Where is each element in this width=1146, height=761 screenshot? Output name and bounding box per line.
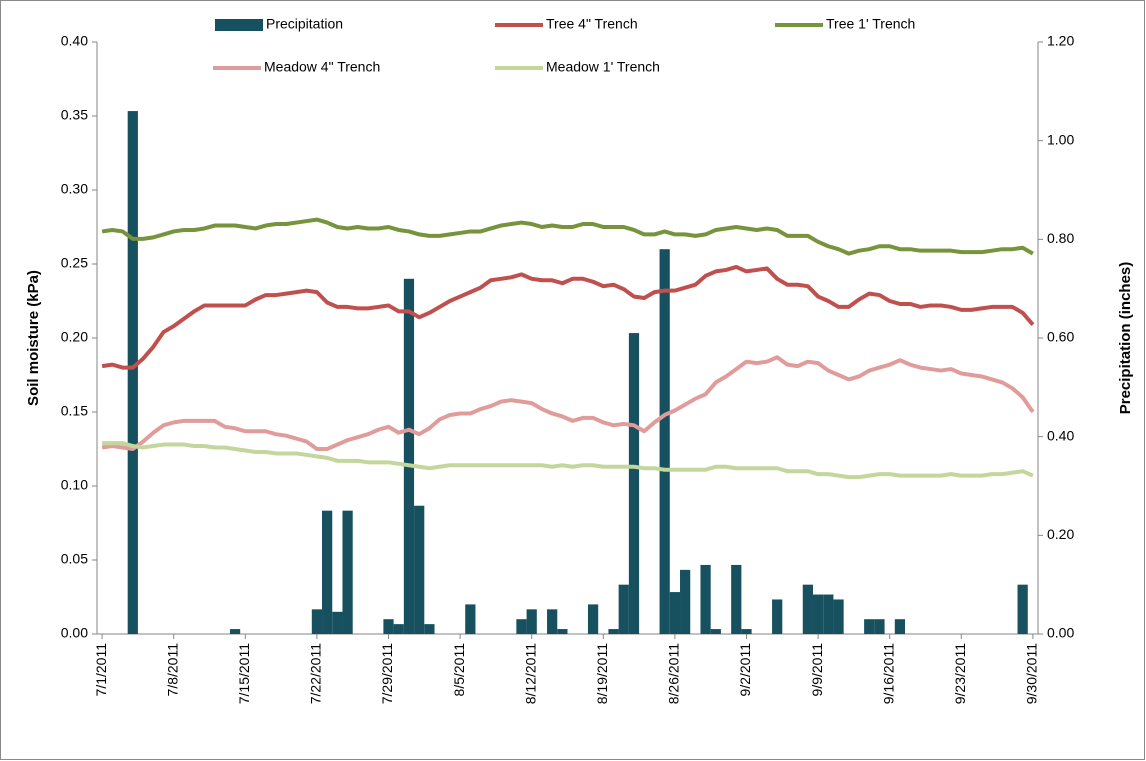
line bbox=[101, 264, 1035, 370]
bar bbox=[700, 564, 711, 634]
bar bbox=[393, 624, 404, 634]
line bbox=[101, 355, 1035, 451]
legend-swatch bbox=[215, 19, 263, 31]
y2-tick-label: 0.40 bbox=[1047, 427, 1074, 443]
y2-axis-title: Precipitation (inches) bbox=[1117, 262, 1134, 415]
y-tick-label: 0.00 bbox=[61, 625, 88, 641]
bar bbox=[628, 333, 640, 634]
bar bbox=[874, 619, 885, 634]
bar bbox=[894, 619, 906, 634]
bar bbox=[669, 592, 681, 634]
bar bbox=[659, 249, 670, 634]
y2-tick-label: 0.80 bbox=[1047, 230, 1074, 246]
y-tick-label: 0.10 bbox=[61, 477, 88, 493]
y-tick-label: 0.15 bbox=[61, 403, 88, 419]
bar bbox=[823, 594, 834, 634]
bar bbox=[1017, 584, 1028, 634]
x-tick-label: 7/15/2011 bbox=[236, 643, 252, 704]
y2-tick-label: 1.20 bbox=[1047, 33, 1074, 49]
y2-tick-label: 1.00 bbox=[1047, 131, 1074, 147]
bar bbox=[516, 619, 527, 634]
bar bbox=[332, 611, 343, 634]
y2-tick-label: 0.20 bbox=[1047, 526, 1074, 542]
y-tick-label: 0.30 bbox=[61, 181, 88, 197]
bar bbox=[383, 619, 394, 634]
bar bbox=[710, 629, 721, 634]
bar bbox=[812, 594, 824, 634]
y-axis-title: Soil moisture (kPa) bbox=[25, 270, 42, 406]
bar bbox=[127, 111, 138, 635]
x-tick-label: 7/29/2011 bbox=[379, 643, 395, 704]
x-tick-label: 8/19/2011 bbox=[594, 643, 610, 704]
bar bbox=[557, 629, 568, 634]
bar bbox=[772, 599, 783, 634]
x-tick-label: 9/23/2011 bbox=[952, 643, 968, 704]
x-tick-label: 7/22/2011 bbox=[308, 643, 324, 704]
bar bbox=[833, 599, 844, 634]
x-tick-label: 9/30/2011 bbox=[1024, 643, 1040, 704]
bar bbox=[731, 564, 742, 634]
x-tick-label: 9/2/2011 bbox=[737, 643, 753, 697]
bar bbox=[229, 629, 241, 634]
bar bbox=[342, 510, 353, 634]
y2-tick-label: 0.60 bbox=[1047, 329, 1074, 345]
x-tick-label: 8/5/2011 bbox=[451, 643, 467, 697]
y-tick-label: 0.35 bbox=[61, 107, 88, 123]
legend-label: Tree 4" Trench bbox=[546, 16, 638, 32]
bar bbox=[618, 584, 629, 634]
bar bbox=[608, 629, 619, 634]
legend-label: Meadow 4" Trench bbox=[264, 59, 380, 75]
bar bbox=[680, 569, 691, 634]
bar bbox=[526, 609, 537, 634]
y-tick-label: 0.05 bbox=[61, 551, 88, 567]
x-tick-label: 7/8/2011 bbox=[164, 643, 180, 697]
bar bbox=[587, 604, 599, 634]
bar bbox=[547, 609, 558, 634]
legend-label: Precipitation bbox=[266, 16, 343, 32]
legend-label: Meadow 1' Trench bbox=[546, 59, 660, 75]
bar bbox=[322, 510, 333, 634]
x-tick-label: 9/16/2011 bbox=[880, 643, 896, 704]
line bbox=[101, 217, 1034, 256]
y-tick-label: 0.20 bbox=[61, 329, 88, 345]
bar bbox=[741, 629, 752, 634]
x-tick-label: 7/1/2011 bbox=[93, 643, 109, 697]
line bbox=[102, 441, 1034, 480]
bar bbox=[465, 604, 476, 634]
bar bbox=[403, 278, 415, 634]
bar bbox=[311, 609, 323, 634]
bar bbox=[424, 624, 435, 634]
y-tick-label: 0.40 bbox=[61, 33, 88, 49]
bar bbox=[414, 505, 425, 634]
legend-label: Tree 1' Trench bbox=[826, 16, 915, 32]
x-tick-label: 8/26/2011 bbox=[666, 643, 682, 704]
bar bbox=[864, 619, 875, 634]
y2-tick-label: 0.00 bbox=[1047, 625, 1074, 641]
y-tick-label: 0.25 bbox=[61, 255, 88, 271]
bar bbox=[802, 584, 813, 634]
x-tick-label: 9/9/2011 bbox=[809, 643, 825, 697]
x-tick-label: 8/12/2011 bbox=[522, 643, 538, 704]
